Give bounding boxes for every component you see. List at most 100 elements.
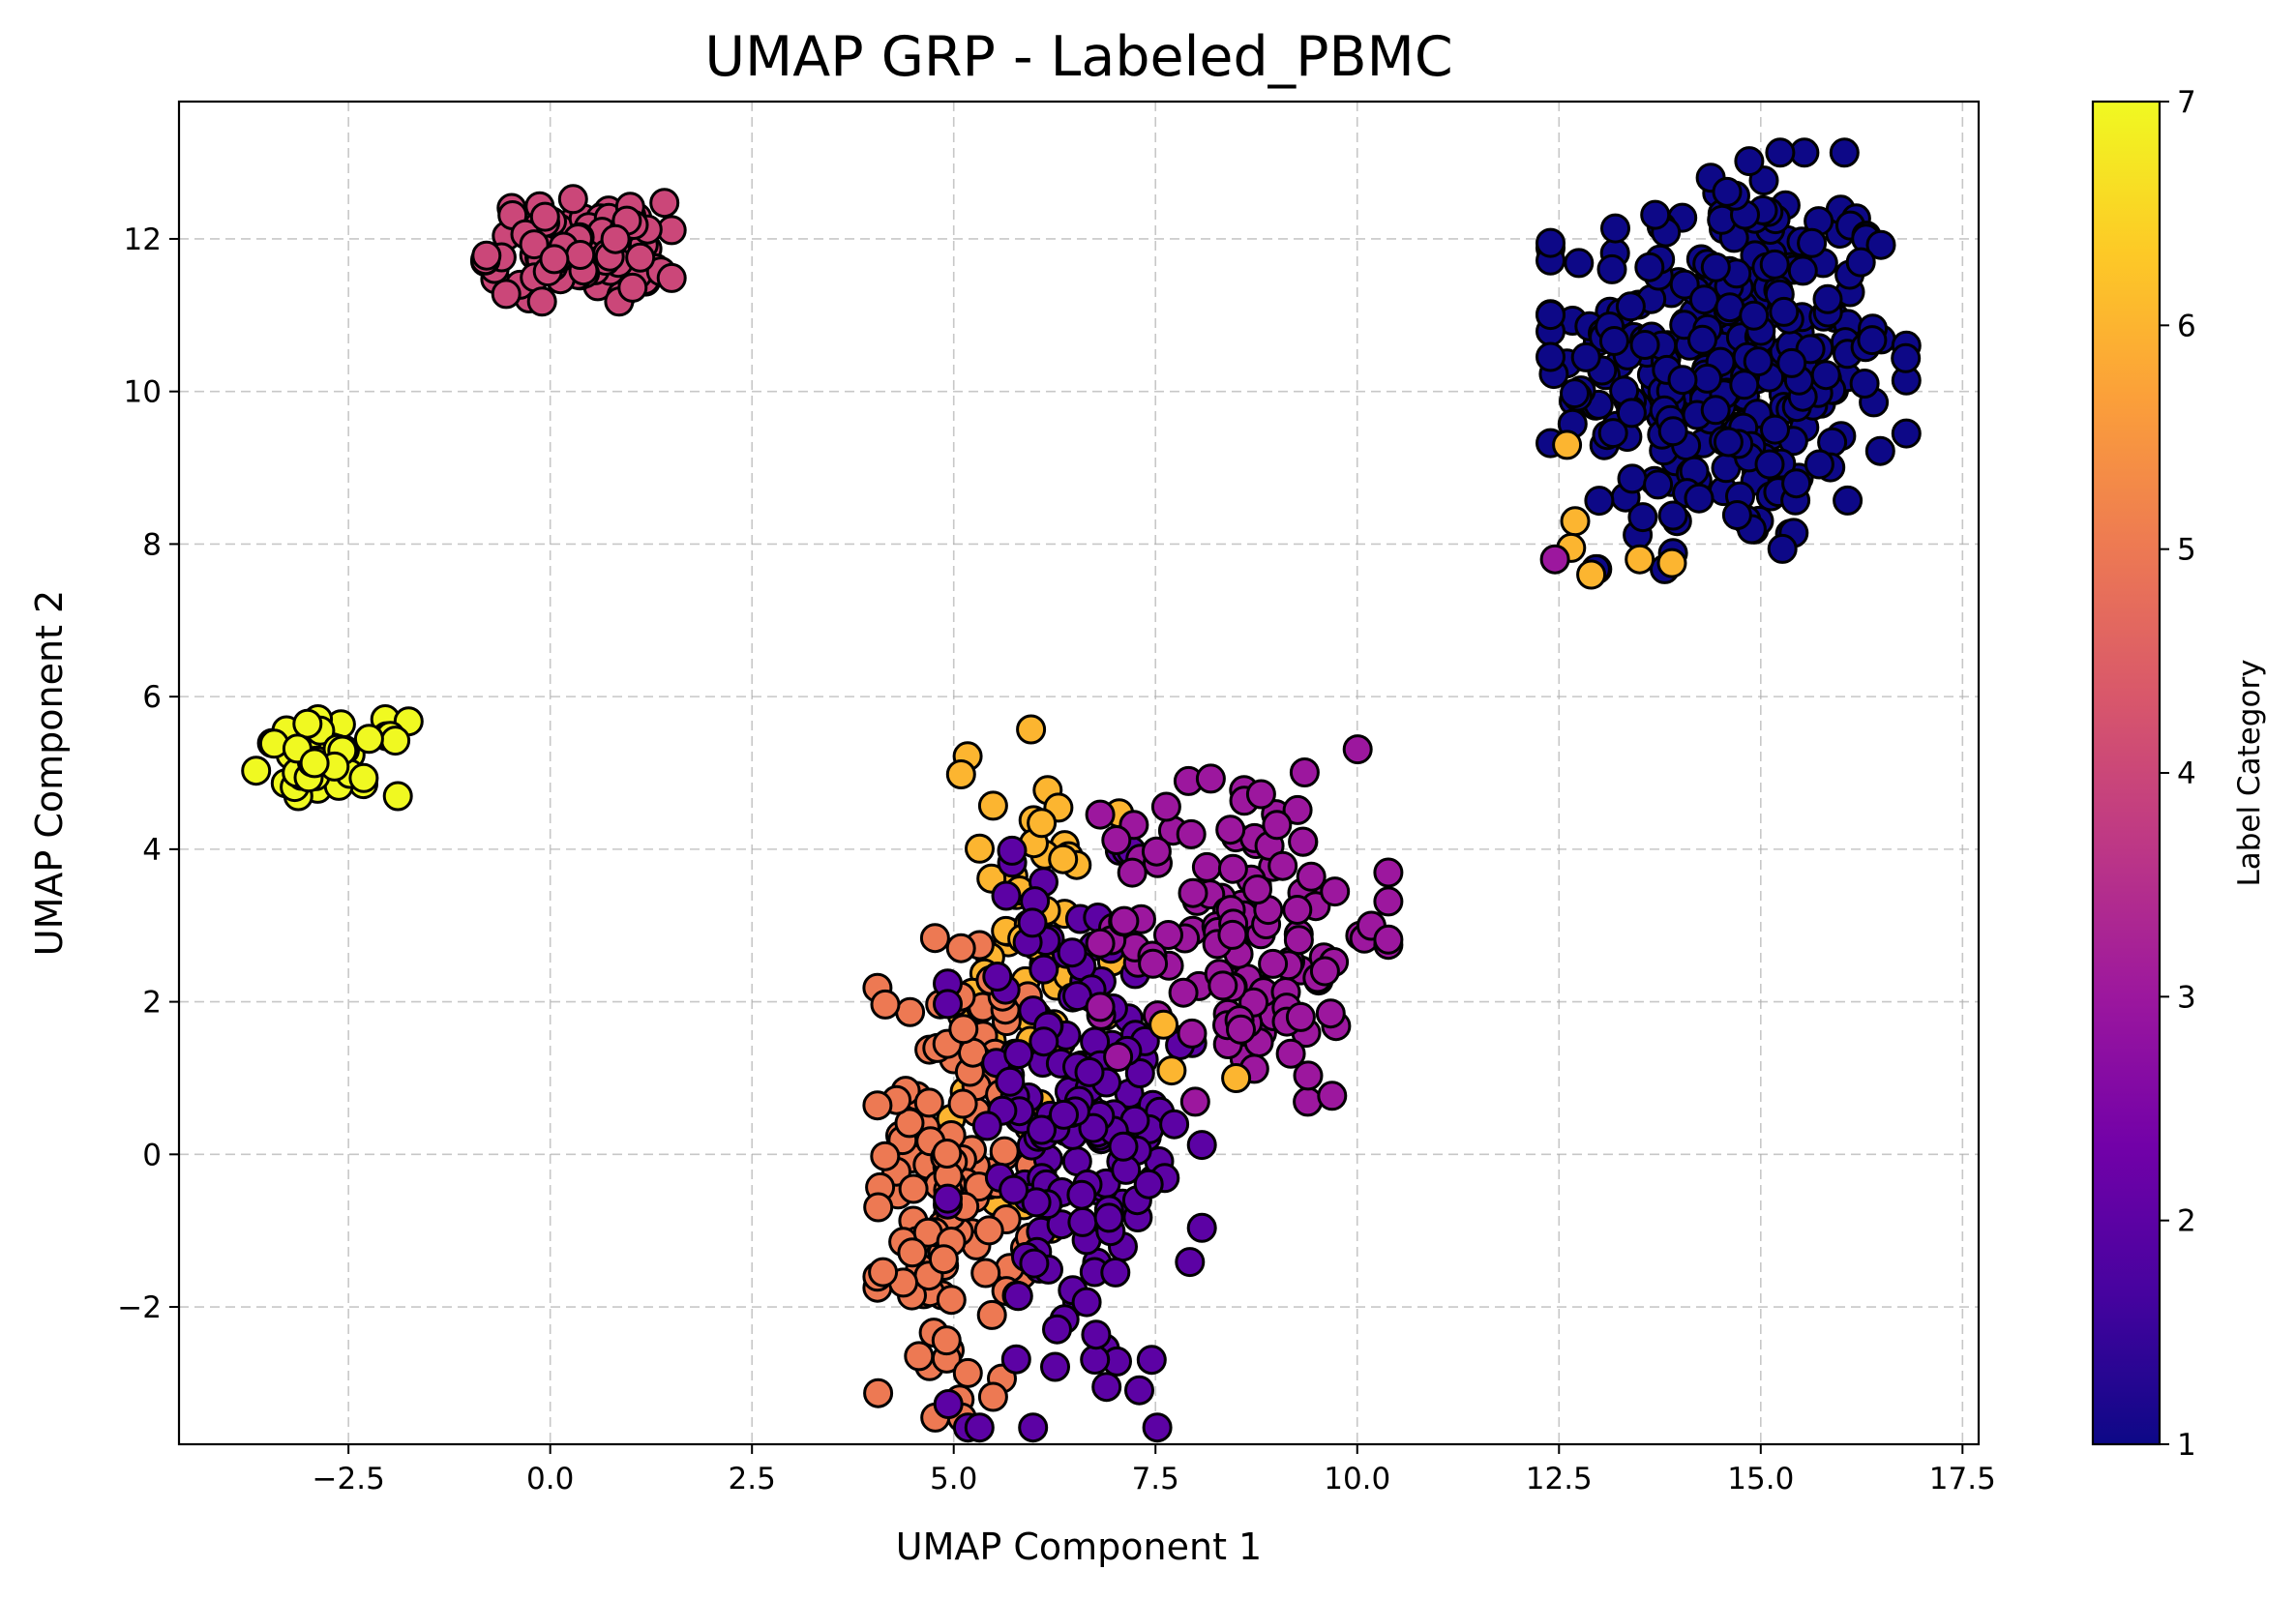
scatter-point [1282,794,1313,825]
scatter-point [1810,360,1841,391]
scatter-point [1148,1009,1179,1040]
scatter-point [982,962,1013,992]
scatter-point [1042,1314,1072,1345]
scatter-point [1309,956,1340,987]
y-tick-label: 10 [124,375,162,410]
scatter-point [1179,1086,1210,1117]
scatter-point [1067,1206,1098,1237]
y-tick-label: 2 [142,986,162,1021]
scatter-point [1048,844,1079,874]
scatter-point [1124,1375,1154,1406]
scatter-point [897,1237,928,1268]
scatter-point [1138,948,1169,979]
y-tick-label: −2 [117,1290,162,1325]
scatter-point [1124,1058,1155,1088]
scatter-point [1018,1412,1049,1443]
scatter-point [1109,905,1140,936]
scatter-point [997,835,1028,866]
scatter-point [382,781,413,812]
scatter-point [1040,1351,1070,1382]
scatter-point [928,1244,959,1275]
scatter-point [1177,1018,1208,1049]
scatter-point [1729,370,1760,400]
scatter-point [947,1088,978,1119]
scatter-point [995,1066,1026,1097]
scatter-point [1315,998,1346,1029]
scatter-point [913,1087,944,1118]
scatter-point [1765,137,1796,168]
colorbar-tick-label: 3 [2177,980,2196,1015]
scatter-point [1857,325,1888,356]
scatter-point [565,240,596,270]
scatter-point [1117,857,1148,888]
scatter-point [1175,1247,1206,1278]
scatter-point [1021,1187,1052,1218]
scatter-point [1812,283,1843,314]
scatter-point [1074,1056,1105,1087]
scatter-point [1700,252,1731,282]
scatter-point [1293,1086,1324,1117]
scatter-point [1692,363,1722,394]
scatter-point [241,756,272,786]
scatter-point [1767,533,1798,564]
scatter-point [1293,1060,1324,1091]
scatter-point [1625,544,1655,575]
x-tick-label: 0.0 [526,1462,574,1496]
scatter-point [1085,799,1116,830]
scatter-point [1081,1319,1112,1350]
scatter-point [1849,369,1880,399]
scatter-point [1712,176,1743,207]
x-tick-label: 17.5 [1929,1462,1996,1496]
scatter-point [1262,810,1293,841]
y-tick-label: 0 [142,1138,162,1172]
scatter-point [1150,791,1181,822]
scatter-point [539,244,570,275]
scatter-point [1552,430,1583,460]
y-tick-label: 4 [142,833,162,868]
scatter-point [932,1139,963,1169]
scatter-point [1797,227,1828,258]
colorbar-label: Label Category [2232,659,2267,886]
scatter-point [1845,247,1876,278]
scatter-point [1865,229,1896,260]
scatter-point [895,996,926,1027]
scatter-point [952,1357,983,1388]
scatter-point [1000,1344,1031,1375]
scatter-point [1258,948,1289,979]
scatter-point [471,240,502,271]
scatter-point [1178,877,1208,908]
scatter-point [1787,255,1818,286]
plot-frame [177,100,1981,1446]
scatter-point [1713,427,1744,458]
scatter-point [1027,1114,1057,1145]
scatter-point [1656,548,1687,578]
scatter-point [1627,502,1658,533]
scatter-point [948,1014,979,1045]
x-tick-label: 5.0 [930,1462,977,1496]
scatter-point [904,1341,935,1372]
scatter-point [1760,414,1790,445]
scatter-point [1317,1081,1348,1111]
scatter-point [1584,486,1615,517]
scatter-point [1049,1099,1079,1130]
scatter-point [933,1389,964,1419]
scatter-point [1564,248,1595,279]
scatter-point [1536,300,1565,331]
scatter-point [1615,291,1646,322]
scatter-point [863,1378,894,1408]
scatter-point [1739,300,1770,331]
scatter-point [933,1183,963,1214]
scatter-point [1029,1026,1059,1057]
y-tick-label: 6 [142,680,162,715]
y-axis-ticks: −2 0 2 4 6 8 10 12 [117,222,179,1325]
scatter-point [989,1136,1020,1167]
scatter-point [945,933,976,963]
scatter-point [557,184,588,215]
scatter-point [649,188,680,219]
scatter-point [898,1173,929,1204]
scatter-point [1267,850,1298,881]
scatter-point [1242,874,1272,904]
scatter-point [529,201,560,232]
scatter-point [1373,924,1404,955]
